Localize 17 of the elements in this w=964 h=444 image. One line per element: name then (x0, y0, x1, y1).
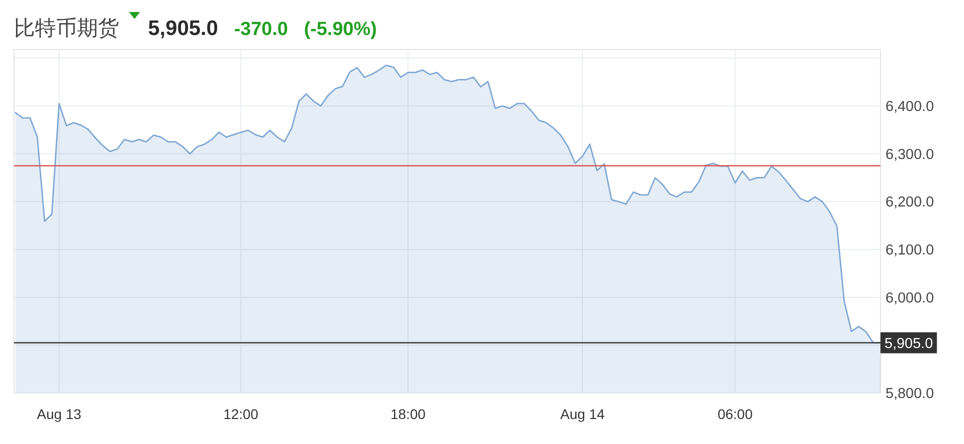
ref-label: 5,905.0 (880, 332, 937, 354)
title: 比特币期货 (14, 17, 119, 40)
x-tick-label: Aug 13 (36, 406, 82, 422)
annotation: 5,905.0 (148, 17, 218, 40)
y-tick-label: 6,000.0 (886, 290, 934, 306)
y-tick-label: 6,300.0 (886, 146, 934, 163)
x-tick-label: 18:00 (390, 406, 426, 422)
annotation: (-5.90%) (304, 19, 377, 40)
x-tick-label: 12:00 (223, 406, 258, 422)
x-tick-label: Aug 14 (560, 406, 605, 422)
ref-line-label: 5,905.0 (884, 336, 933, 352)
y-tick-label: 5,800.0 (886, 386, 934, 402)
y-tick-label: 6,400.0 (886, 98, 934, 115)
y-tick-label: 6,200.0 (886, 194, 934, 211)
y-tick-label: 6,100.0 (886, 242, 934, 258)
annotation: -370.0 (234, 19, 288, 40)
x-tick-label: 06:00 (718, 406, 753, 422)
